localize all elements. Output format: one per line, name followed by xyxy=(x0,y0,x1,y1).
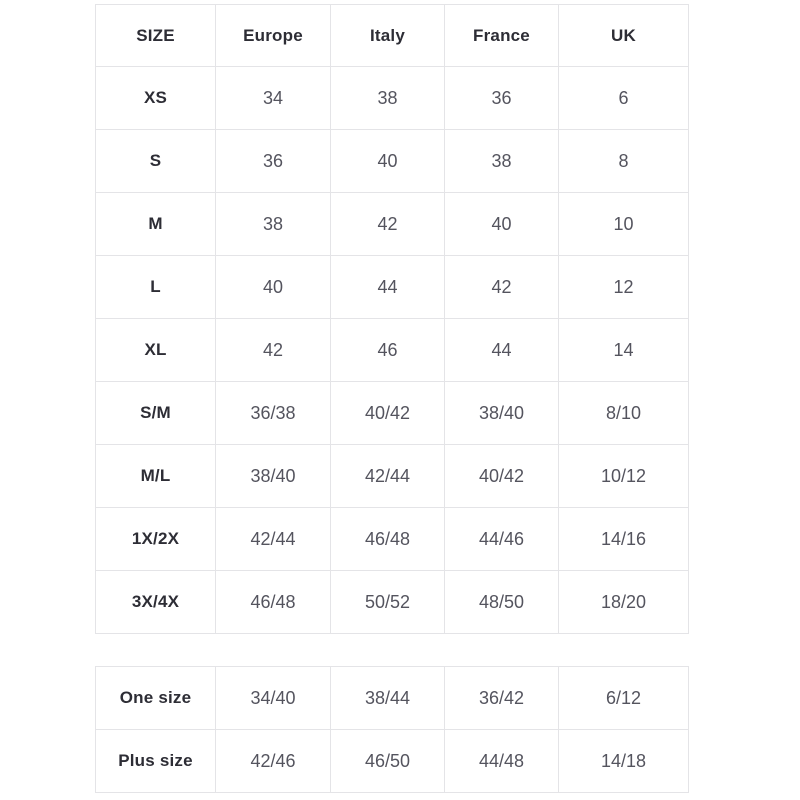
size-value-cell: 40 xyxy=(330,129,445,193)
column-header-size: SIZE xyxy=(95,4,216,67)
size-value-cell: 38 xyxy=(215,192,331,256)
column-header-uk: UK xyxy=(558,4,689,67)
size-value-cell: 44/46 xyxy=(444,507,559,571)
table-row: 3X/4X 46/48 50/52 48/50 18/20 xyxy=(95,570,689,634)
size-label-cell: M xyxy=(95,192,216,256)
size-value-cell: 18/20 xyxy=(558,570,689,634)
size-value-cell: 38 xyxy=(330,66,445,130)
table-row: Plus size 42/46 46/50 44/48 14/18 xyxy=(95,729,689,793)
table-row: M 38 42 40 10 xyxy=(95,192,689,256)
size-value-cell: 14/16 xyxy=(558,507,689,571)
size-value-cell: 40 xyxy=(215,255,331,319)
size-value-cell: 34/40 xyxy=(215,666,331,730)
size-value-cell: 8/10 xyxy=(558,381,689,445)
size-label-cell: 3X/4X xyxy=(95,570,216,634)
size-label-cell: Plus size xyxy=(95,729,216,793)
size-value-cell: 46/48 xyxy=(330,507,445,571)
size-label-cell: M/L xyxy=(95,444,216,508)
size-label-cell: S/M xyxy=(95,381,216,445)
size-value-cell: 40 xyxy=(444,192,559,256)
size-label-cell: L xyxy=(95,255,216,319)
size-value-cell: 46 xyxy=(330,318,445,382)
size-value-cell: 40/42 xyxy=(444,444,559,508)
size-label-cell: XS xyxy=(95,66,216,130)
size-value-cell: 10/12 xyxy=(558,444,689,508)
table-row: 1X/2X 42/44 46/48 44/46 14/16 xyxy=(95,507,689,571)
column-header-italy: Italy xyxy=(330,4,445,67)
column-header-france: France xyxy=(444,4,559,67)
size-value-cell: 44 xyxy=(444,318,559,382)
table-row: XS 34 38 36 6 xyxy=(95,66,689,130)
size-value-cell: 42 xyxy=(215,318,331,382)
table-row: M/L 38/40 42/44 40/42 10/12 xyxy=(95,444,689,508)
special-sizes-table: One size 34/40 38/44 36/42 6/12 Plus size 42/4… xyxy=(95,666,689,793)
size-value-cell: 44 xyxy=(330,255,445,319)
size-value-cell: 38/40 xyxy=(444,381,559,445)
size-value-cell: 6 xyxy=(558,66,689,130)
size-conversion-table: SIZE Europe Italy France UK XS 34 38 36 6 S 36… xyxy=(95,4,689,634)
size-value-cell: 34 xyxy=(215,66,331,130)
size-value-cell: 38/40 xyxy=(215,444,331,508)
size-value-cell: 42/46 xyxy=(215,729,331,793)
size-value-cell: 36/42 xyxy=(444,666,559,730)
size-value-cell: 36/38 xyxy=(215,381,331,445)
size-value-cell: 50/52 xyxy=(330,570,445,634)
size-label-cell: S xyxy=(95,129,216,193)
column-header-europe: Europe xyxy=(215,4,331,67)
size-value-cell: 38 xyxy=(444,129,559,193)
size-value-cell: 12 xyxy=(558,255,689,319)
size-value-cell: 42 xyxy=(330,192,445,256)
size-value-cell: 36 xyxy=(215,129,331,193)
size-value-cell: 42 xyxy=(444,255,559,319)
table-row: S/M 36/38 40/42 38/40 8/10 xyxy=(95,381,689,445)
table-row: S 36 40 38 8 xyxy=(95,129,689,193)
size-label-cell: XL xyxy=(95,318,216,382)
table-header-row: SIZE Europe Italy France UK xyxy=(95,4,689,67)
table-row: XL 42 46 44 14 xyxy=(95,318,689,382)
size-label-cell: One size xyxy=(95,666,216,730)
size-value-cell: 44/48 xyxy=(444,729,559,793)
size-value-cell: 14 xyxy=(558,318,689,382)
size-value-cell: 14/18 xyxy=(558,729,689,793)
table-row: L 40 44 42 12 xyxy=(95,255,689,319)
size-label-cell: 1X/2X xyxy=(95,507,216,571)
size-value-cell: 46/48 xyxy=(215,570,331,634)
size-value-cell: 38/44 xyxy=(330,666,445,730)
size-value-cell: 42/44 xyxy=(215,507,331,571)
size-value-cell: 46/50 xyxy=(330,729,445,793)
table-row: One size 34/40 38/44 36/42 6/12 xyxy=(95,666,689,730)
size-value-cell: 8 xyxy=(558,129,689,193)
size-value-cell: 48/50 xyxy=(444,570,559,634)
size-value-cell: 6/12 xyxy=(558,666,689,730)
size-value-cell: 10 xyxy=(558,192,689,256)
size-value-cell: 36 xyxy=(444,66,559,130)
size-value-cell: 42/44 xyxy=(330,444,445,508)
size-value-cell: 40/42 xyxy=(330,381,445,445)
